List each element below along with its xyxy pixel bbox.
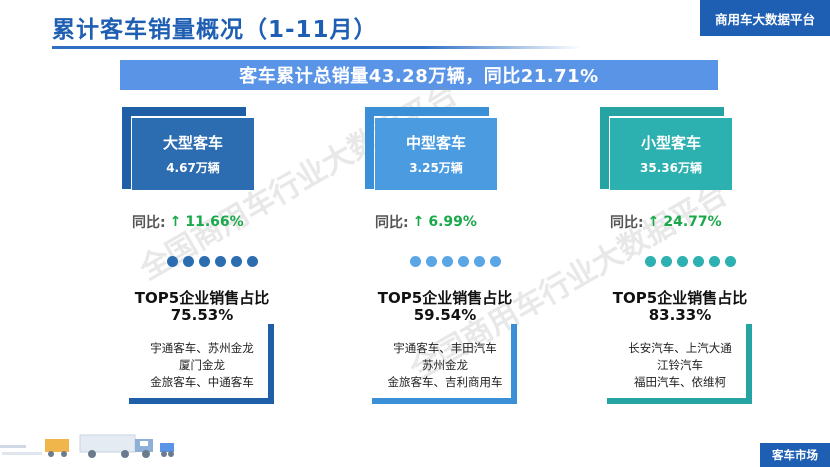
yoy-row: 同比: ↑ 11.66% [132,212,244,232]
summary-banner: 客车累计总销量43.28万辆，同比21.71% [120,60,718,90]
top5-title: TOP5企业销售占比 [612,289,748,307]
brand-badge: 商用车大数据平台 [700,0,830,36]
top5-line: 苏州金龙 [422,358,468,372]
dot-divider [645,256,736,267]
dot-icon [661,256,672,267]
section-tag: 客车市场 [760,443,830,467]
yoy-label: 同比: [132,215,166,231]
dot-icon [709,256,720,267]
top5-line: 宇通客车、丰田汽车 [393,341,497,355]
dot-icon [677,256,688,267]
dot-icon [645,256,656,267]
yoy-label: 同比: [610,215,644,231]
dot-icon [231,256,242,267]
up-arrow-icon: ↑ [169,214,182,230]
dot-icon [183,256,194,267]
top5-percent: 83.33% [648,306,712,324]
dot-icon [490,256,501,267]
up-arrow-icon: ↑ [412,214,425,230]
yoy-row: 同比: ↑ 24.77% [610,212,722,232]
top5-percent: 59.54% [413,306,477,324]
top5-line: 江铃汽车 [657,358,703,372]
yoy-value: 11.66% [185,214,244,230]
category-name: 大型客车 [162,134,223,152]
top5-title: TOP5企业销售占比 [377,289,513,307]
top5-list: 宇通客车、丰田汽车 苏州金龙 金旅客车、吉利商用车 [360,340,530,391]
dot-icon [693,256,704,267]
dot-icon [247,256,258,267]
top5-frame [129,324,274,404]
dot-divider [167,256,258,267]
category-volume: 35.36万辆 [640,161,702,175]
top5-frame [372,324,517,404]
top5-list: 宇通客车、苏州金龙 厦门金龙 金旅客车、中通客车 [117,340,287,391]
top5-line: 福田汽车、依维柯 [634,375,726,389]
top5-line: 宇通客车、苏州金龙 [150,341,254,355]
card-frame [122,107,246,189]
truck-illustration-icon [0,434,174,458]
category-volume: 3.25万辆 [409,161,463,175]
dot-icon [167,256,178,267]
top5-title: TOP5企业销售占比 [134,289,270,307]
category-card: 中型客车 3.25万辆 [375,118,497,190]
top5-line: 金旅客车、吉利商用车 [387,375,503,389]
title-underline [52,46,582,49]
category-volume: 4.67万辆 [166,161,220,175]
dot-icon [725,256,736,267]
yoy-row: 同比: ↑ 6.99% [375,212,477,232]
yoy-value: 24.77% [663,214,722,230]
dot-divider [410,256,501,267]
dot-icon [199,256,210,267]
category-column-large: 大型客车 4.67万辆 同比: ↑ 11.66% TOP5企业销售占比 75.5… [87,0,317,467]
yoy-value: 6.99% [428,214,477,230]
category-column-small: 小型客车 35.36万辆 同比: ↑ 24.77% TOP5企业销售占比 83.… [565,0,795,467]
category-column-medium: 中型客车 3.25万辆 同比: ↑ 6.99% TOP5企业销售占比 59.54… [330,0,560,467]
top5-line: 长安汽车、上汽大通 [628,341,732,355]
top5-line: 厦门金龙 [179,358,225,372]
dot-icon [215,256,226,267]
page-title: 累计客车销量概况（1-11月） [52,17,378,43]
top5-percent: 75.53% [170,306,234,324]
top5-frame [607,324,752,404]
dot-icon [426,256,437,267]
dot-icon [474,256,485,267]
category-card: 小型客车 35.36万辆 [610,118,732,190]
top5-line: 金旅客车、中通客车 [150,375,254,389]
dot-icon [458,256,469,267]
up-arrow-icon: ↑ [647,214,660,230]
top5-list: 长安汽车、上汽大通 江铃汽车 福田汽车、依维柯 [595,340,765,391]
yoy-label: 同比: [375,215,409,231]
category-name: 小型客车 [640,134,701,152]
dot-icon [410,256,421,267]
card-frame [600,107,724,189]
category-card: 大型客车 4.67万辆 [132,118,254,190]
category-name: 中型客车 [405,134,466,152]
card-frame [365,107,489,189]
dot-icon [442,256,453,267]
